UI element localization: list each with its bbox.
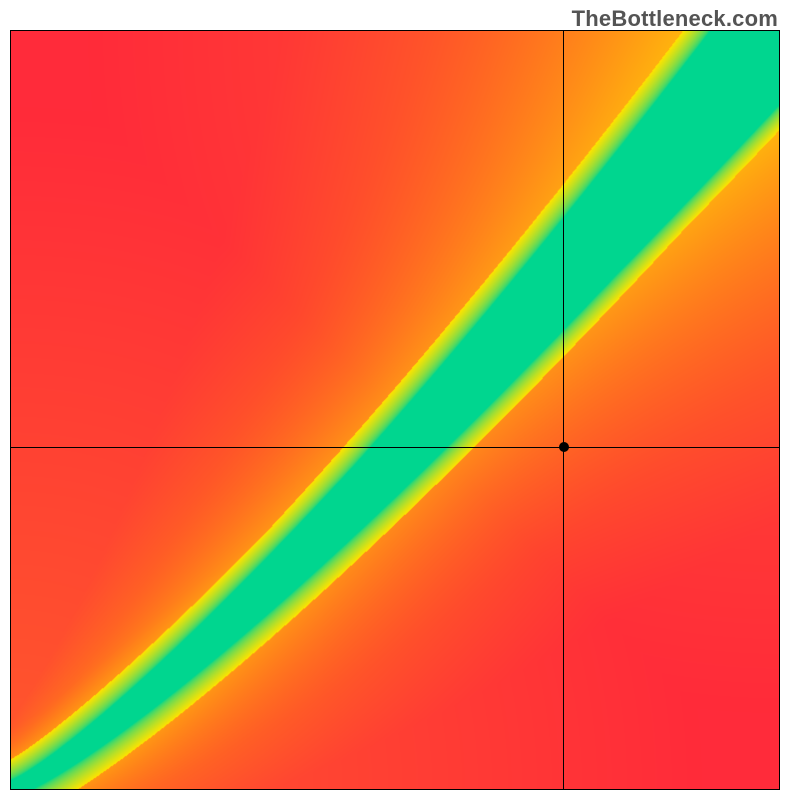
watermark-text: TheBottleneck.com [572,6,778,32]
crosshair-vertical [563,31,564,789]
heatmap-plot [10,30,780,790]
crosshair-horizontal [11,447,779,448]
heatmap-canvas [11,31,779,789]
figure-root: TheBottleneck.com [0,0,800,800]
